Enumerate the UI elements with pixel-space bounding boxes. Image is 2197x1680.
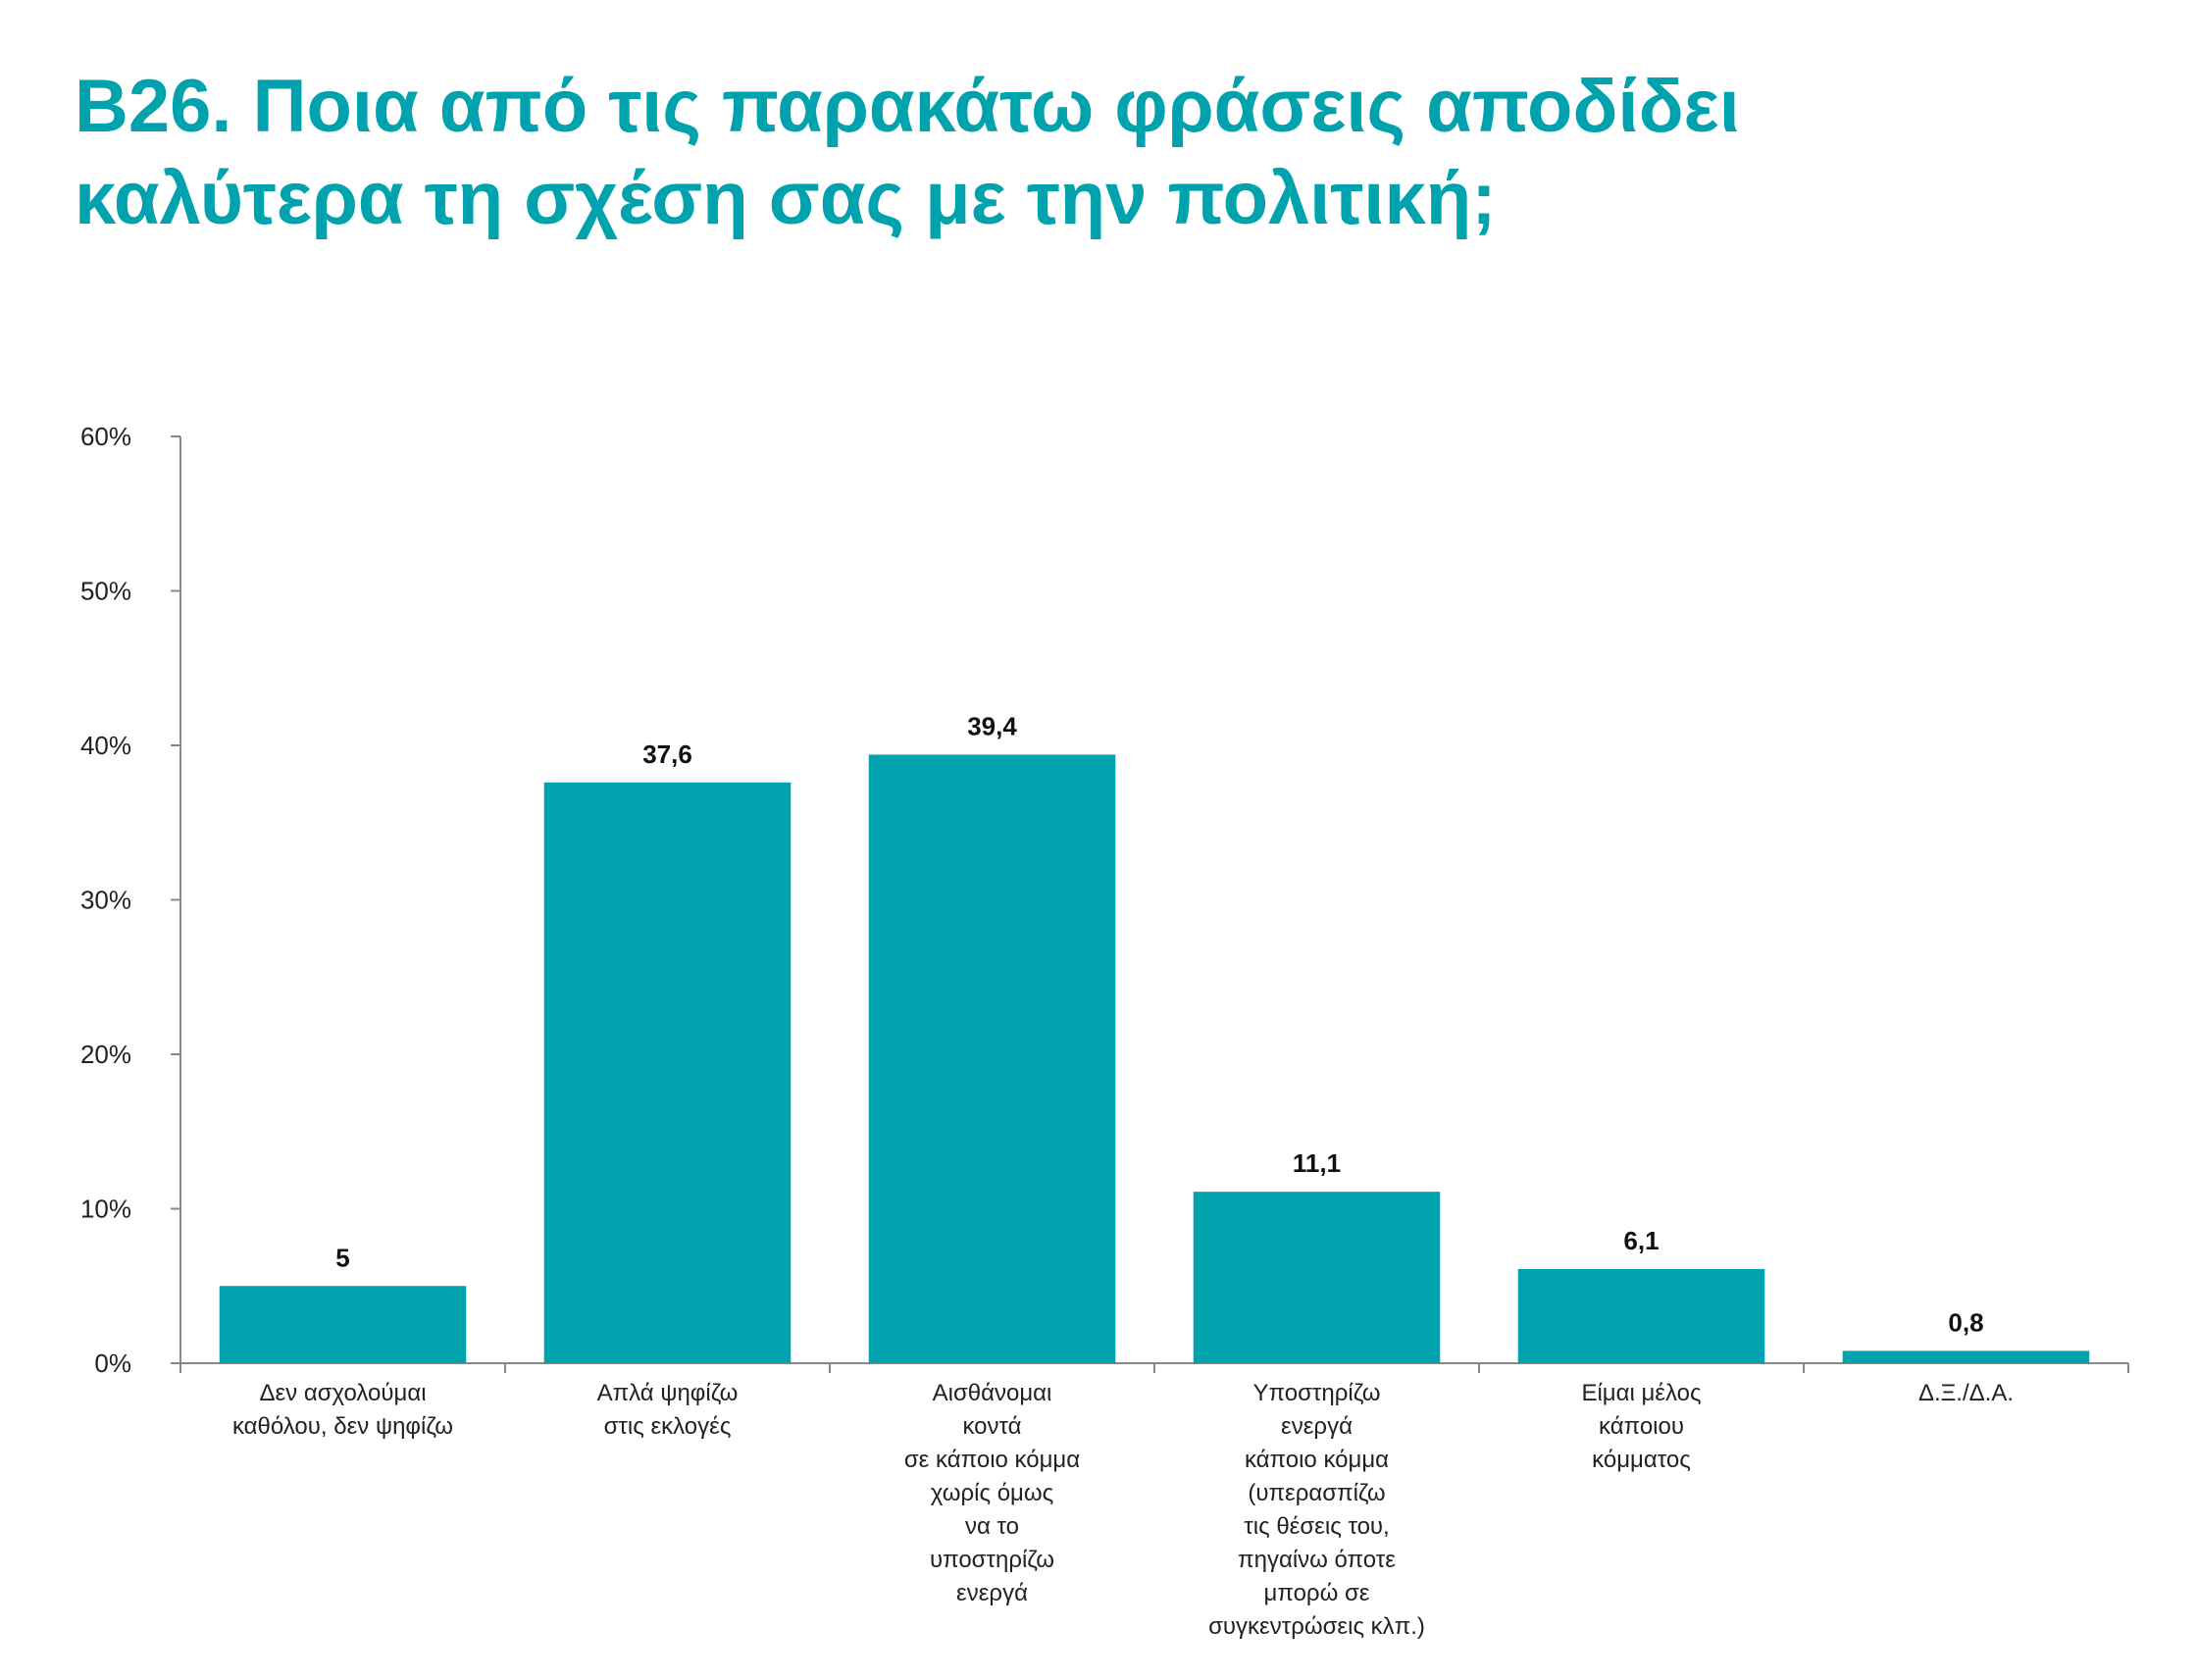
category-label-line: χωρίς όμως [931,1480,1053,1506]
category-label-line: ενεργά [956,1580,1028,1606]
category-label-line: μπορώ σε [1264,1580,1370,1606]
category-label-line: ενεργά [1281,1413,1353,1440]
data-label: 39,4 [967,711,1017,740]
category-labels: Δεν ασχολούμαι καθόλου, δεν ψηφίζω Απλά ψη… [232,1380,2014,1640]
category-label-line: στις εκλογές [604,1413,732,1440]
category-label: Υποστηρίζω ενεργά κάποιο κόμμα (υπερασπίζω τ… [1208,1380,1425,1640]
category-label-line: κοντά [962,1413,1021,1440]
y-axis: 0% 10% 20% 30% 40% 50% 60% [80,422,181,1378]
bar [1193,1192,1441,1363]
y-tick-label: 30% [80,886,131,915]
category-label-line: Αισθάνομαι [933,1380,1052,1406]
bar [1517,1268,1765,1363]
value-labels: 5 37,6 39,4 11,1 6,1 0,8 [335,711,1983,1337]
y-tick-label: 40% [80,731,131,760]
category-label: Δεν ασχολούμαι καθόλου, δεν ψηφίζω [232,1380,453,1440]
y-tick-label: 50% [80,577,131,606]
category-label-line: Δ.Ξ./Δ.Α. [1918,1380,2014,1406]
category-label-line: Υποστηρίζω [1253,1380,1381,1406]
y-tick-label: 0% [94,1349,131,1378]
bar [1842,1350,2090,1363]
category-label-line: σε κάποιο κόμμα [904,1447,1080,1473]
y-tick-label: 60% [80,422,131,451]
category-label: Αισθάνομαι κοντά σε κάποιο κόμμα χωρίς όμως… [904,1380,1080,1606]
category-label-line: κάποιου [1599,1413,1684,1440]
y-tick-label: 10% [80,1195,131,1224]
y-tick-label: 20% [80,1040,131,1069]
chart-title: B26. Ποια από τις παρακάτω φράσεις αποδί… [75,61,2134,245]
data-label: 0,8 [1948,1307,1983,1337]
category-label-line: να το [965,1513,1019,1540]
x-axis [179,1362,2129,1373]
category-label: Απλά ψηφίζω στις εκλογές [597,1380,739,1440]
category-label-line: Απλά ψηφίζω [597,1380,739,1406]
category-label-line: κόμματος [1592,1447,1691,1473]
bars [219,754,2090,1363]
category-label-line: πηγαίνω όποτε [1238,1547,1396,1573]
data-label: 11,1 [1293,1148,1341,1178]
bar [868,754,1116,1363]
category-label-line: Δεν ασχολούμαι [259,1380,426,1406]
category-label-line: υποστηρίζω [930,1547,1054,1573]
category-label-line: Είμαι μέλος [1581,1380,1701,1406]
category-label-line: (υπερασπίζω [1248,1480,1385,1506]
category-label: Είμαι μέλος κάποιου κόμματος [1581,1380,1701,1473]
data-label: 6,1 [1623,1226,1659,1255]
category-label-line: τις θέσεις του, [1244,1513,1389,1540]
chart-title-line-2: καλύτερα τη σχέση σας με την πολιτική; [75,157,1497,240]
data-label: 37,6 [642,739,692,769]
category-label: Δ.Ξ./Δ.Α. [1918,1380,2014,1406]
category-label-line: κάποιο κόμμα [1245,1447,1389,1473]
chart-title-line-1: B26. Ποια από τις παρακάτω φράσεις αποδί… [75,65,1740,148]
data-label: 5 [335,1243,349,1272]
category-label-line: καθόλου, δεν ψηφίζω [232,1413,453,1440]
bar [543,782,792,1363]
bar [219,1286,467,1363]
category-label-line: συγκεντρώσεις κλπ.) [1208,1613,1425,1640]
